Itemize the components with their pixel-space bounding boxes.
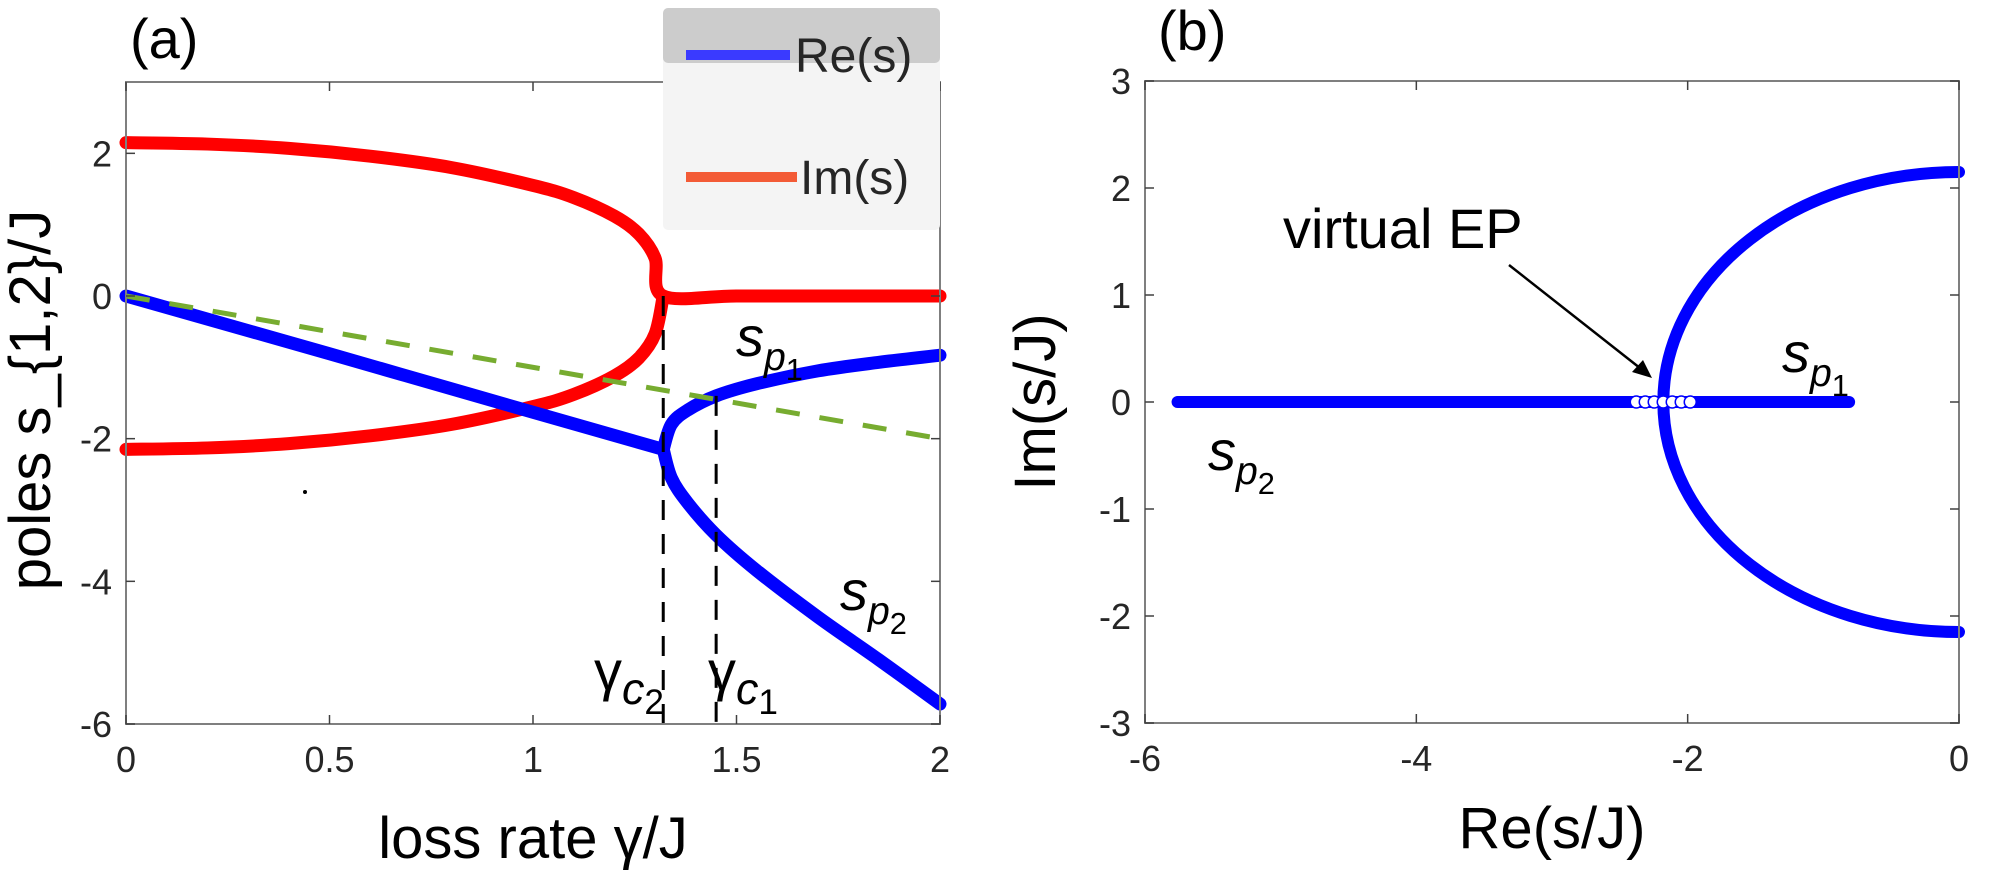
ep-marker <box>1683 395 1697 409</box>
annotation-label: sp1 <box>1782 321 1849 403</box>
stray-mark <box>303 490 307 494</box>
y-tick-label: 2 <box>1111 168 1131 209</box>
virtual-ep-label: virtual EP <box>1283 197 1523 260</box>
y-tick-label: -3 <box>1099 703 1131 744</box>
x-tick-label: 0.5 <box>304 739 354 780</box>
x-tick-label: 0 <box>1949 738 1969 779</box>
y-tick-label: -6 <box>80 704 112 745</box>
y-tick-label: -2 <box>1099 596 1131 637</box>
x-tick-label: 1.5 <box>711 739 761 780</box>
y-tick-label: -2 <box>80 419 112 460</box>
annotation-label: sp1 <box>736 305 803 387</box>
legend-label-re: Re(s) <box>795 30 912 83</box>
panel-b-axes: -6 -4 -2 0 -3 -2 -1 0 1 2 3 <box>1099 61 1969 779</box>
legend-label-im: Im(s) <box>800 152 909 205</box>
x-tick-label: -6 <box>1129 738 1161 779</box>
x-tick-label: -2 <box>1672 738 1704 779</box>
y-tick-label: 2 <box>92 133 112 174</box>
x-tick-label: 1 <box>523 739 543 780</box>
arrowhead-icon <box>1632 360 1652 378</box>
panel-a-annotations: sp1 sp2 γc2 γc1 <box>303 305 907 722</box>
panel-a-axes: 0 0.5 1 1.5 2 -6 -4 -2 0 2 <box>80 81 950 780</box>
y-tick-label: 3 <box>1111 61 1131 102</box>
y-axis-label-b: Im(s/J) <box>1003 313 1068 490</box>
legend: Re(s) Im(s) <box>663 8 940 230</box>
y-axis-label-a: poles s_{1,2}/J <box>0 210 63 591</box>
y-tick-label: -4 <box>80 561 112 602</box>
pole-curve <box>656 348 947 456</box>
reference-dashed-line <box>125 293 941 442</box>
x-axis-label-a: loss rate γ/J <box>378 806 687 871</box>
pole-curve <box>119 289 670 456</box>
y-tick-label: -1 <box>1099 489 1131 530</box>
panel-a-curves <box>119 136 947 724</box>
pole-curve <box>656 442 947 711</box>
panel-label-a: (a) <box>130 7 198 70</box>
x-axis-label-b: Re(s/J) <box>1459 796 1646 861</box>
y-tick-label: 0 <box>92 276 112 317</box>
annotation-label: sp2 <box>1208 419 1275 501</box>
panel-a: (a) 0 0.5 1 1.5 2 -6 -4 -2 0 2 sp1 sp2 γc2 γc1 Re(s)… <box>0 7 950 871</box>
x-tick-label: 0 <box>116 739 136 780</box>
legend-header-shade <box>663 8 940 63</box>
annotation-label: γc2 <box>594 639 664 722</box>
pole-curve <box>119 289 670 456</box>
panel-b: (b) -6 -4 -2 0 -3 -2 -1 0 1 2 3 virtual EP sp1 sp2 R… <box>1003 0 1969 861</box>
x-tick-label: 2 <box>930 739 950 780</box>
annotation-label: sp2 <box>840 559 907 641</box>
y-tick-label: 1 <box>1111 275 1131 316</box>
annotation-label: γc1 <box>708 639 778 722</box>
y-tick-label: 0 <box>1111 382 1131 423</box>
panel-b-annotations: virtual EP sp1 sp2 <box>1208 197 1849 501</box>
panel-label-b: (b) <box>1158 0 1226 62</box>
pole-curve <box>119 136 947 306</box>
x-tick-label: -4 <box>1400 738 1432 779</box>
virtual-ep-arrow <box>1508 264 1646 373</box>
panel-b-curves <box>1171 165 1965 639</box>
